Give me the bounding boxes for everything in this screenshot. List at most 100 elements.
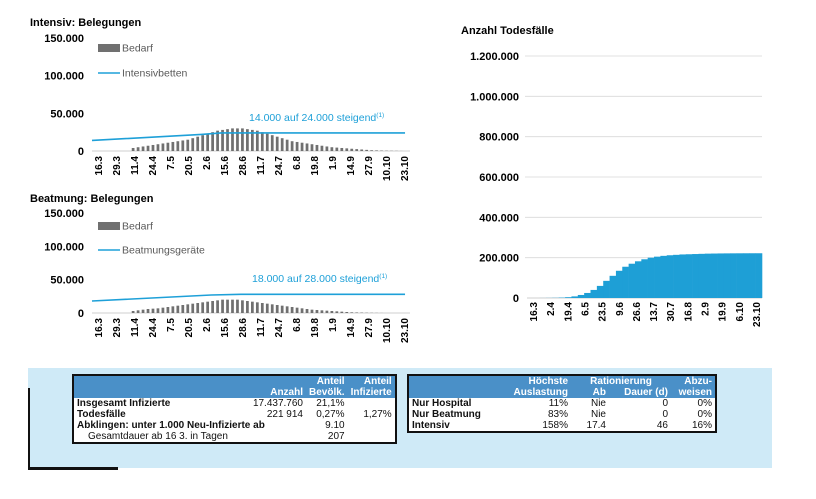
deaths-bar (704, 253, 712, 298)
y-tick-label: 0 (513, 293, 519, 305)
demand-bar (166, 307, 170, 313)
demand-bar (221, 129, 224, 151)
legend-swatch-bar (98, 44, 120, 52)
x-tick-label: 20.5 (184, 156, 195, 176)
deaths-bar (685, 254, 693, 298)
demand-bar (275, 136, 279, 151)
deaths-bar (723, 253, 731, 298)
demand-bar (270, 304, 274, 313)
deaths-bar (666, 255, 674, 298)
x-tick-label: 19.4 (563, 302, 574, 322)
demand-bar (151, 144, 155, 151)
demand-bar (325, 310, 329, 313)
chart-title: Beatmung: Belegungen (30, 193, 154, 205)
demand-bar (315, 310, 319, 313)
x-tick-label: 24.4 (148, 156, 159, 176)
demand-bar (206, 133, 210, 151)
demand-bar (206, 301, 210, 313)
table-row: Gesamtdauer ab 16 3. in Tagen 207 (73, 431, 396, 443)
x-tick-label: 27.9 (364, 318, 375, 338)
y-tick-label: 1.200.000 (470, 51, 519, 63)
x-tick-label: 24.4 (148, 318, 159, 338)
cell (347, 420, 396, 431)
x-tick-label: 28.6 (238, 156, 249, 176)
header-cell: Höchste (493, 375, 571, 387)
demand-bar (265, 303, 269, 313)
x-tick-label: 7.5 (166, 318, 177, 332)
demand-bar (136, 147, 140, 151)
deaths-bar (711, 253, 718, 298)
header-cell (408, 387, 493, 398)
row-label: Abklingen: unter 1.000 Neu-Infizierte ab (73, 420, 306, 431)
demand-bar (270, 135, 274, 151)
demand-bar (300, 308, 304, 313)
demand-bar (216, 130, 219, 151)
demand-bar (246, 301, 249, 313)
cell: 0% (671, 409, 716, 420)
demand-bar (251, 129, 254, 151)
deaths-bar (609, 275, 617, 298)
deaths-bar (647, 257, 655, 298)
y-tick-label: 200.000 (479, 253, 519, 265)
demand-bar (310, 309, 314, 313)
deaths-bar (615, 270, 623, 298)
demand-bar (166, 142, 170, 151)
demand-bar (201, 302, 205, 313)
demand-bar (231, 299, 234, 313)
header-cell (73, 387, 230, 398)
row-label: Gesamtdauer ab 16 3. in Tagen (73, 431, 306, 443)
x-tick-label: 15.6 (220, 156, 231, 176)
demand-bar (255, 130, 259, 151)
x-tick-label: 16.8 (683, 302, 694, 322)
cell: 17.4 (571, 420, 609, 432)
demand-bar (251, 301, 254, 313)
header-cell (408, 375, 493, 387)
demand-bar (295, 141, 299, 151)
capacity-line (91, 293, 406, 302)
y-tick-label: 100.000 (44, 241, 84, 253)
x-tick-label: 19.8 (310, 318, 321, 338)
demand-bar (171, 141, 175, 151)
demand-bar (191, 303, 195, 313)
x-tick-label: 29.3 (112, 318, 123, 338)
cell: 207 (306, 431, 348, 443)
header-cell: Rationierung (571, 375, 671, 387)
x-tick-label: 6.10 (735, 302, 746, 322)
cell: Nie (571, 398, 609, 409)
demand-bar (320, 145, 324, 151)
demand-bar (136, 310, 140, 313)
row-label: Nur Hospital (408, 398, 493, 409)
cell: 46 (609, 420, 671, 432)
y-tick-label: 0 (78, 308, 84, 320)
deaths-bar (660, 255, 668, 298)
demand-bar (335, 147, 339, 151)
cell: 83% (493, 409, 571, 420)
y-tick-label: 50.000 (50, 275, 84, 287)
demand-bar (325, 146, 329, 151)
deaths-bar (571, 296, 579, 298)
demand-bar (355, 149, 359, 151)
demand-bar (156, 144, 160, 151)
legend-label-line: Beatmungsgeräte (122, 245, 205, 257)
x-tick-label: 10.10 (382, 156, 393, 181)
demand-bar (275, 305, 279, 313)
x-tick-label: 23.5 (598, 302, 609, 322)
header-cell: Abzu- (671, 375, 716, 387)
deaths-bar (641, 259, 648, 298)
row-label: Intensiv (408, 420, 493, 432)
x-tick-label: 2.6 (202, 318, 213, 332)
header-cell: Anteil (347, 375, 396, 387)
x-tick-label: 10.10 (382, 318, 393, 343)
demand-bar (146, 145, 150, 151)
chart-title: Anzahl Todesfälle (461, 25, 554, 37)
x-tick-label: 23.10 (752, 302, 763, 327)
y-tick-label: 150.000 (44, 33, 84, 45)
demand-bar (315, 144, 319, 151)
demand-bar (310, 144, 314, 151)
demand-bar (295, 307, 299, 313)
x-tick-label: 24.7 (274, 156, 285, 176)
deaths-bar (730, 253, 737, 298)
x-tick-label: 16.3 (529, 302, 540, 322)
deaths-bar (628, 263, 636, 298)
x-tick-label: 24.7 (274, 318, 285, 338)
